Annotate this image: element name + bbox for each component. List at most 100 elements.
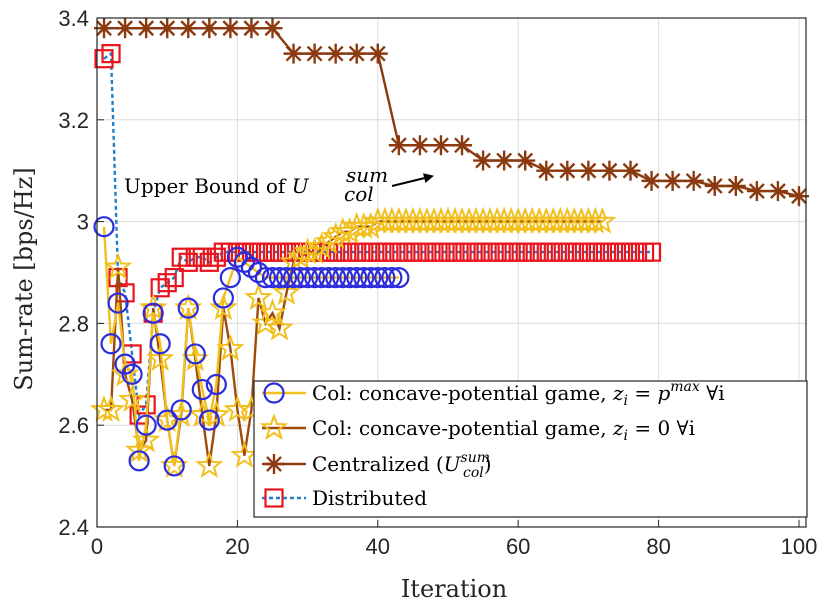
data-point [209, 293, 238, 321]
data-point [367, 266, 389, 289]
data-point [641, 170, 662, 191]
data-point [191, 378, 213, 401]
data-point [96, 395, 126, 422]
y-tick-label: 2.4 [58, 515, 89, 540]
data-point [374, 266, 396, 289]
y-tick-label: 3 [77, 210, 89, 235]
data-point [353, 266, 375, 289]
y-tick-label: 3.4 [58, 6, 89, 31]
data-point [94, 49, 114, 69]
data-point [101, 44, 121, 64]
data-point [304, 43, 325, 64]
data-point [178, 252, 198, 272]
data-point [157, 273, 177, 293]
data-point [171, 247, 191, 267]
y-tick-label: 2.8 [58, 311, 89, 336]
data-point [311, 266, 333, 289]
data-point [156, 409, 178, 431]
legend-entry-0: Col: concave-potential game, zi = pmax ∀… [262, 379, 725, 409]
data-point [261, 266, 284, 289]
data-point [216, 333, 245, 361]
data-point [746, 181, 767, 202]
svg-text:Upper Bound of U: Upper Bound of U [124, 174, 310, 198]
data-point [557, 160, 578, 181]
data-point [135, 414, 157, 436]
data-point [515, 150, 536, 171]
data-point [100, 333, 122, 355]
series-layer [89, 18, 809, 478]
data-point [117, 384, 147, 412]
data-point [683, 170, 704, 191]
data-point [662, 170, 683, 191]
data-point [206, 247, 226, 267]
data-point [767, 181, 788, 202]
data-point [93, 216, 115, 238]
data-point [226, 246, 248, 268]
data-point [157, 18, 178, 39]
data-point [241, 18, 262, 39]
data-point [282, 266, 305, 289]
legend-entry-2: Centralized (Usum col) [262, 450, 492, 481]
legend-box [253, 380, 808, 518]
y-axis-label: Sum-rate [bps/Hz] [10, 167, 38, 390]
data-point [325, 43, 346, 64]
data-point [620, 160, 641, 181]
data-point [205, 373, 227, 396]
legend-marker [259, 413, 289, 441]
data-point [258, 298, 287, 326]
data-point [367, 43, 388, 64]
x-tick-label: 20 [225, 534, 249, 559]
data-point [212, 287, 234, 309]
data-point [473, 150, 494, 171]
data-point [268, 266, 291, 289]
legend-label: Col: concave-potential game, zi = 0 ∀i [312, 416, 695, 444]
legend-entry-3: Distributed [262, 486, 427, 510]
annotation-text: Upper Bound of [124, 174, 292, 198]
data-point [325, 266, 347, 289]
legend-marker [264, 488, 284, 508]
data-point [142, 302, 164, 324]
data-point [233, 251, 256, 273]
legend-entry-1: Col: concave-potential game, zi = 0 ∀i [259, 413, 695, 444]
series-1 [89, 206, 617, 478]
annotation-arrowhead [423, 173, 434, 184]
data-point [199, 18, 220, 39]
annotation-arrow [391, 177, 425, 187]
data-point [536, 160, 557, 181]
legend: Col: concave-potential game, zi = pmax ∀… [253, 379, 808, 518]
x-axis-label: Iteration [401, 575, 507, 603]
data-point [164, 267, 184, 288]
data-point [254, 266, 277, 289]
data-point [177, 297, 199, 319]
data-point [704, 175, 725, 196]
data-point [150, 278, 170, 298]
data-point [220, 18, 241, 39]
data-point [121, 363, 143, 385]
x-tick-label: 40 [366, 534, 390, 559]
data-point [219, 266, 241, 289]
series-line [104, 27, 800, 198]
data-point [198, 409, 220, 431]
annotation-math-sup: sum [346, 163, 388, 187]
x-tick-label: 80 [646, 534, 670, 559]
data-point [725, 175, 746, 196]
data-point [581, 206, 610, 234]
data-point [262, 18, 283, 39]
data-point [275, 266, 298, 289]
plot-frame [96, 17, 807, 528]
data-point [128, 450, 150, 472]
data-point [296, 266, 319, 289]
x-tick-label: 100 [781, 534, 818, 559]
data-point [588, 206, 617, 234]
data-point [115, 18, 136, 39]
data-point [89, 395, 119, 422]
data-point [163, 455, 185, 477]
data-point [272, 278, 301, 305]
annotation-math-sub: col [344, 182, 374, 206]
data-point [184, 343, 206, 365]
y-tick-label: 2.6 [58, 413, 89, 438]
data-point [199, 252, 219, 272]
data-point [230, 440, 259, 468]
series-0 [93, 216, 410, 477]
